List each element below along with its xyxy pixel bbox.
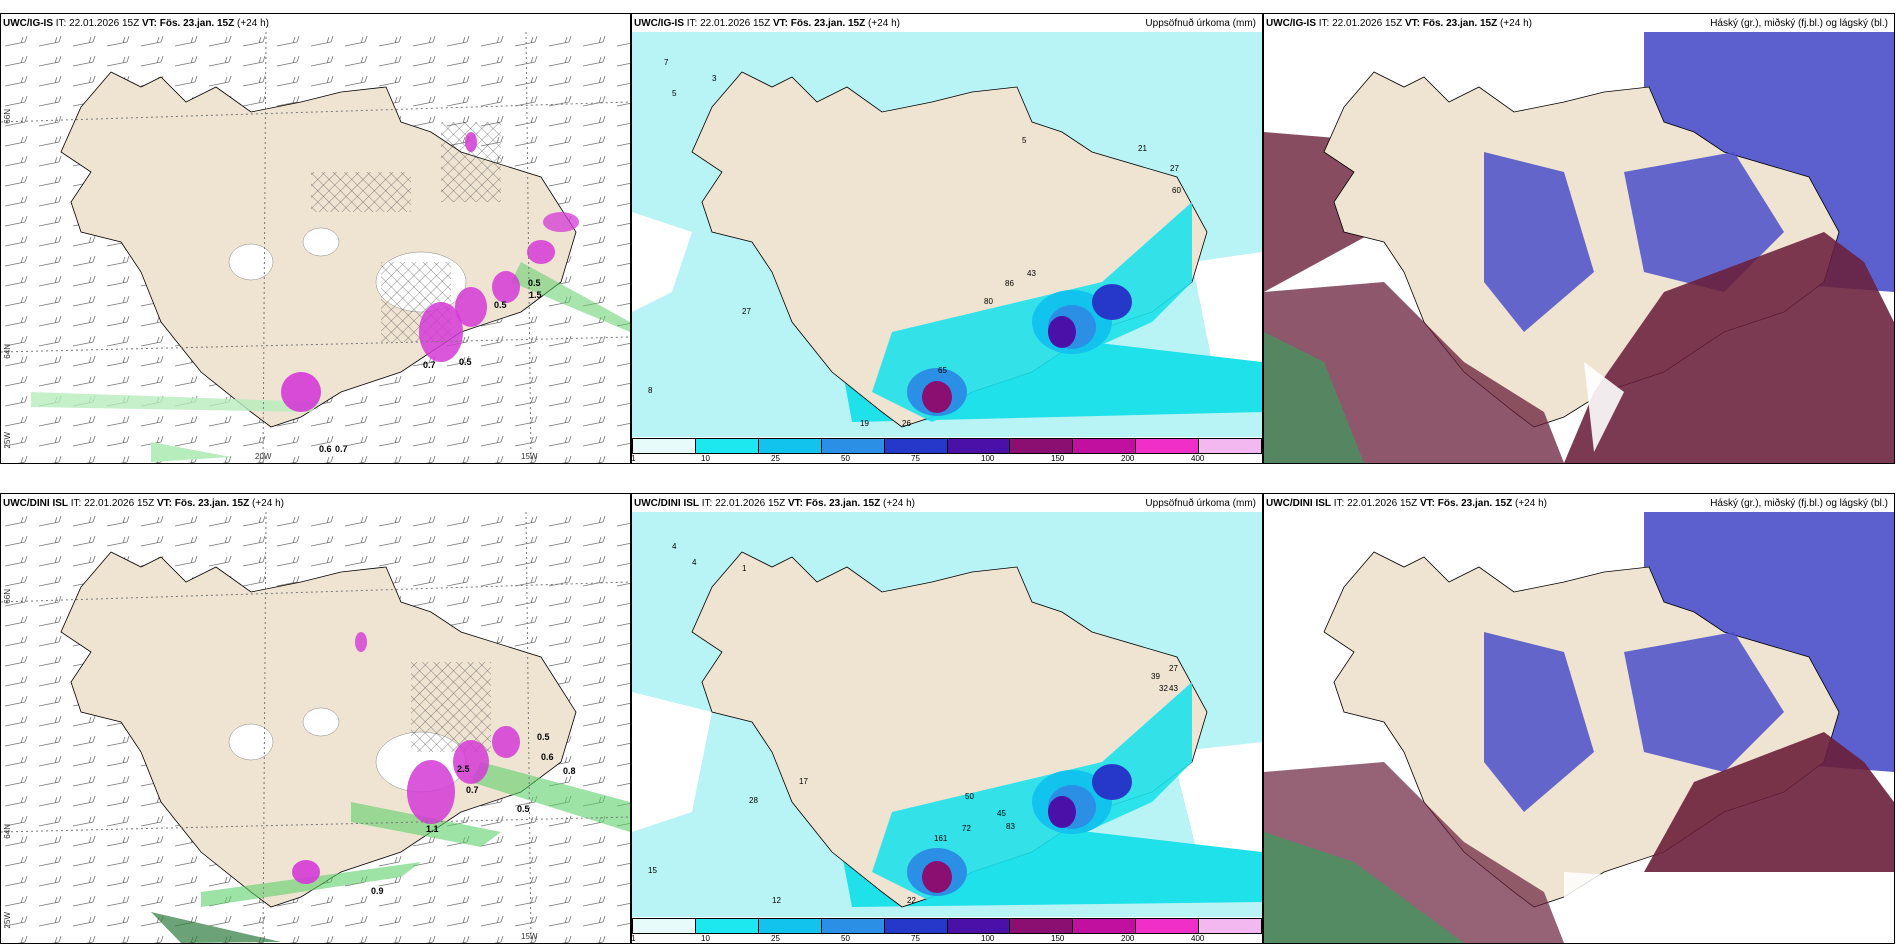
precip-value: 26 bbox=[902, 419, 911, 428]
wind-value: 0.5 bbox=[459, 357, 472, 367]
precip-value: 7 bbox=[664, 58, 669, 67]
wind-value: 0.5 bbox=[494, 300, 507, 310]
precip-value: 28 bbox=[749, 796, 758, 805]
model-name: UWC/IG-IS bbox=[3, 18, 53, 29]
precip-value: 50 bbox=[965, 792, 974, 801]
precip-value: 39 bbox=[1151, 672, 1160, 681]
wind-map bbox=[1, 512, 630, 943]
precip-value: 60 bbox=[1172, 186, 1181, 195]
precip-value: 22 bbox=[907, 896, 916, 905]
precip-panel-dini-isl: UWC/DINI ISL IT: 22.01.2026 15Z VT: Fös.… bbox=[631, 493, 1263, 944]
precip-map bbox=[632, 32, 1262, 437]
cloud-panel-dini-isl: UWC/DINI ISL IT: 22.01.2026 15Z VT: Fös.… bbox=[1263, 493, 1895, 944]
wind-value: 0.5 bbox=[537, 732, 550, 742]
precip-title: Uppsöfnuð úrkoma (mm) bbox=[1145, 18, 1256, 29]
lon-label: 20W bbox=[255, 452, 272, 461]
wind-panel-dini-isl: UWC/DINI ISL IT: 22.01.2026 15Z VT: Fös.… bbox=[0, 493, 631, 944]
precip-value: 4 bbox=[692, 558, 697, 567]
precip-value: 1 bbox=[742, 564, 747, 573]
precip-value: 161 bbox=[934, 834, 948, 843]
wind-value: 0.5 bbox=[528, 278, 541, 288]
precip-value: 43 bbox=[1169, 684, 1178, 693]
wind-value: 0.7 bbox=[466, 785, 479, 795]
cloud-map bbox=[1264, 512, 1894, 943]
precip-value: 5 bbox=[672, 89, 677, 98]
precip-value: 32 bbox=[1159, 684, 1168, 693]
precip-value: 27 bbox=[742, 307, 751, 316]
precip-value: 80 bbox=[984, 297, 993, 306]
wind-value: 0.8 bbox=[563, 766, 576, 776]
precip-value: 27 bbox=[1169, 664, 1178, 673]
precip-value: 86 bbox=[1005, 279, 1014, 288]
precip-colorbar: 1 10 25 50 75 100 150 200 400 bbox=[632, 918, 1262, 943]
lon-label: 15W bbox=[521, 932, 538, 941]
cloud-panel-ig-is: UWC/IG-IS IT: 22.01.2026 15Z VT: Fös. 23… bbox=[1263, 13, 1895, 464]
lead-time: (+24 h) bbox=[237, 18, 269, 29]
wind-value: 1.5 bbox=[529, 290, 542, 300]
wind-value: 0.7 bbox=[423, 360, 436, 370]
precip-value: 5 bbox=[1022, 136, 1027, 145]
panel-header: UWC/IG-IS IT: 22.01.2026 15Z VT: Fös. 23… bbox=[1266, 16, 1892, 32]
wind-value: 0.6 bbox=[541, 752, 554, 762]
lon-label: 15W bbox=[521, 452, 538, 461]
precip-value: 27 bbox=[1170, 164, 1179, 173]
lat-label: 66N bbox=[3, 109, 12, 124]
panel-header: UWC/DINI ISL IT: 22.01.2026 15Z VT: Fös.… bbox=[634, 498, 1256, 509]
panel-header: UWC/DINI ISL IT: 22.01.2026 15Z VT: Fös.… bbox=[1266, 498, 1888, 509]
precip-map bbox=[632, 512, 1262, 917]
panel-header: UWC/IG-IS IT: 22.01.2026 15Z VT: Fös. 23… bbox=[3, 18, 269, 29]
lat-label: 25W bbox=[3, 432, 12, 449]
wind-panel-ig-is: UWC/IG-IS IT: 22.01.2026 15Z VT: Fös. 23… bbox=[0, 13, 631, 464]
precip-value: 45 bbox=[997, 809, 1006, 818]
precip-value: 8 bbox=[648, 386, 653, 395]
precip-value: 21 bbox=[1138, 144, 1147, 153]
precip-value: 12 bbox=[772, 896, 781, 905]
precip-value: 19 bbox=[860, 419, 869, 428]
wind-value: 1.1 bbox=[426, 824, 439, 834]
init-time: 22.01.2026 15Z bbox=[69, 18, 140, 29]
wind-value: 0.6 bbox=[319, 444, 332, 454]
panel-header: UWC/DINI ISL IT: 22.01.2026 15Z VT: Fös.… bbox=[3, 498, 284, 509]
valid-time: Fös. 23.jan. 15Z bbox=[159, 18, 235, 29]
lat-label: 64N bbox=[3, 824, 12, 839]
panel-header: UWC/IG-IS IT: 22.01.2026 15Z VT: Fös. 23… bbox=[634, 16, 1260, 32]
cloud-map bbox=[1264, 32, 1894, 463]
precip-panel-ig-is: UWC/IG-IS IT: 22.01.2026 15Z VT: Fös. 23… bbox=[631, 13, 1263, 464]
cloud-title: Háský (gr.), miðský (fj.bl.) og lágský (… bbox=[1710, 18, 1888, 29]
lat-label: 64N bbox=[3, 344, 12, 359]
precip-value: 17 bbox=[799, 777, 808, 786]
wind-value: 0.5 bbox=[517, 804, 530, 814]
precip-value: 15 bbox=[648, 866, 657, 875]
wind-map bbox=[1, 32, 630, 463]
wind-value: 0.7 bbox=[335, 444, 348, 454]
precip-value: 4 bbox=[672, 542, 677, 551]
precip-value: 65 bbox=[938, 366, 947, 375]
precip-colorbar: 1 10 25 50 75 100 150 200 400 bbox=[632, 438, 1262, 463]
wind-value: 0.9 bbox=[371, 886, 384, 896]
precip-value: 43 bbox=[1027, 269, 1036, 278]
precip-value: 72 bbox=[962, 824, 971, 833]
lat-label: 25W bbox=[3, 912, 12, 929]
lat-label: 66N bbox=[3, 589, 12, 604]
precip-value: 83 bbox=[1006, 822, 1015, 831]
precip-value: 3 bbox=[712, 74, 717, 83]
wind-value: 2.5 bbox=[457, 764, 470, 774]
